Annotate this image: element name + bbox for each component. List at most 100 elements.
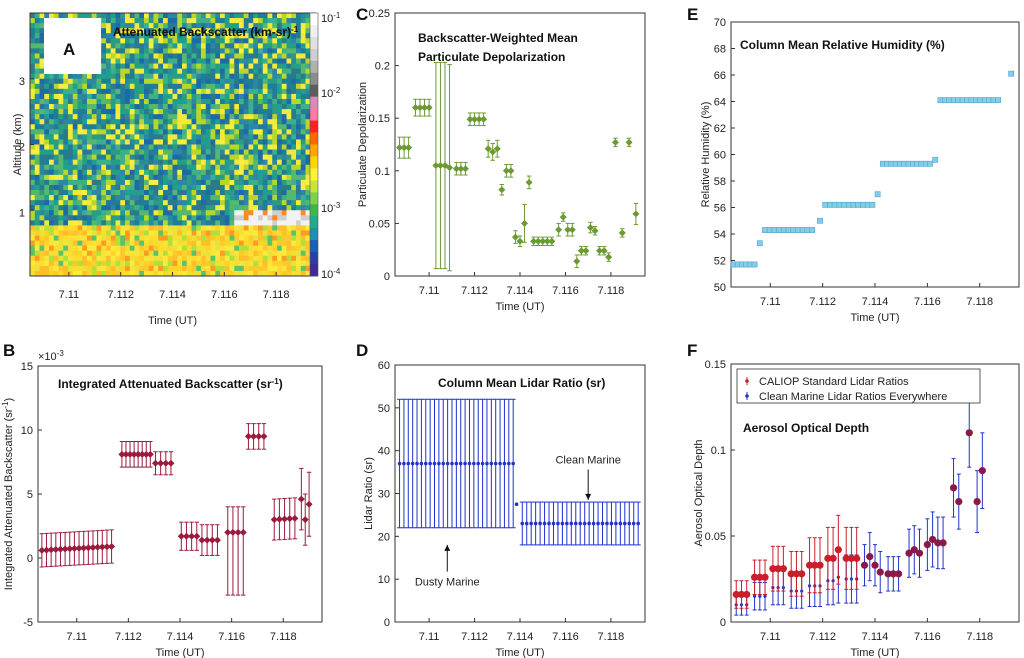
heatmap-cell bbox=[281, 144, 287, 150]
x-tick-label: 7.116 bbox=[914, 631, 941, 643]
data-point bbox=[56, 545, 64, 553]
heatmap-cell bbox=[110, 98, 116, 105]
colorbar-label: 10-3 bbox=[321, 201, 341, 216]
heatmap-cell bbox=[258, 230, 264, 236]
heatmap-cell bbox=[96, 144, 102, 150]
heatmap-cell bbox=[72, 144, 78, 150]
heatmap-cell bbox=[120, 109, 126, 115]
heatmap-cell bbox=[87, 245, 93, 252]
heatmap-cell bbox=[34, 144, 40, 150]
heatmap-cell bbox=[281, 190, 287, 196]
heatmap-cell bbox=[68, 179, 74, 186]
heatmap-cell bbox=[296, 119, 302, 125]
heatmap-cell bbox=[296, 114, 302, 120]
heatmap-cell bbox=[39, 13, 45, 19]
heatmap-cell bbox=[305, 104, 311, 110]
heatmap-cell bbox=[286, 230, 292, 236]
heatmap-cell bbox=[39, 195, 45, 201]
heatmap-cell bbox=[243, 225, 249, 231]
data-point bbox=[452, 165, 460, 173]
heatmap-cell bbox=[158, 265, 164, 272]
heatmap-cell bbox=[158, 240, 164, 247]
heatmap-cell bbox=[239, 33, 245, 39]
heatmap-cell bbox=[201, 104, 207, 110]
heatmap-cell bbox=[253, 215, 259, 221]
heatmap-cell bbox=[281, 83, 287, 90]
heatmap-cell bbox=[144, 114, 150, 120]
heatmap-cell bbox=[305, 240, 311, 247]
legend-label: Clean Marine Lidar Ratios Everywhere bbox=[759, 391, 947, 403]
heatmap-cell bbox=[68, 104, 74, 110]
heatmap-cell bbox=[163, 225, 169, 231]
heatmap-cell bbox=[201, 215, 207, 221]
heatmap-cell bbox=[110, 134, 116, 140]
heatmap-cell bbox=[272, 83, 278, 90]
heatmap-cell bbox=[210, 83, 216, 90]
heatmap-cell bbox=[148, 38, 154, 44]
x-tick-label: 7.114 bbox=[159, 289, 186, 301]
heatmap-cell bbox=[243, 104, 249, 110]
heatmap-cell bbox=[229, 68, 235, 75]
data-point bbox=[520, 521, 525, 526]
heatmap-cell bbox=[148, 48, 154, 54]
heatmap-cell bbox=[115, 43, 121, 49]
y-axis-label-part: -1 bbox=[1, 401, 10, 409]
heatmap-cell bbox=[153, 38, 159, 44]
heatmap-cell bbox=[243, 169, 249, 176]
heatmap-cell bbox=[163, 144, 169, 150]
heatmap-cell bbox=[120, 235, 126, 241]
heatmap-cell bbox=[277, 68, 283, 75]
heatmap-cell bbox=[125, 159, 131, 166]
heatmap-cell bbox=[110, 270, 116, 277]
y-tick-label: 0 bbox=[384, 617, 390, 629]
heatmap-cell bbox=[120, 250, 126, 257]
heatmap-cell bbox=[229, 38, 235, 44]
heatmap-cell bbox=[167, 104, 173, 110]
heatmap-cell bbox=[182, 149, 188, 156]
heatmap-cell bbox=[158, 270, 164, 277]
heatmap-cell bbox=[253, 220, 259, 226]
heatmap-cell bbox=[253, 159, 259, 166]
heatmap-cell bbox=[34, 265, 40, 272]
heatmap-cell bbox=[177, 245, 183, 252]
heatmap-cell bbox=[182, 144, 188, 150]
heatmap-cell bbox=[229, 225, 235, 231]
heatmap-cell bbox=[44, 83, 50, 90]
heatmap-cell bbox=[44, 124, 50, 130]
heatmap-cell bbox=[272, 174, 278, 181]
panel-title: Attenuated Backscatter (km-sr)-1 bbox=[113, 25, 299, 40]
heatmap-cell bbox=[177, 88, 183, 95]
heatmap-cell bbox=[296, 98, 302, 105]
heatmap-cell bbox=[44, 250, 50, 257]
heatmap-cell bbox=[129, 114, 135, 120]
heatmap-cell bbox=[291, 98, 297, 105]
heatmap-cell bbox=[196, 83, 202, 90]
heatmap-cell bbox=[158, 184, 164, 191]
heatmap-cell bbox=[125, 28, 131, 34]
heatmap-cell bbox=[296, 53, 302, 59]
heatmap-cell bbox=[286, 119, 292, 125]
data-point bbox=[275, 515, 283, 523]
heatmap-cell bbox=[253, 63, 259, 70]
heatmap-cell bbox=[148, 225, 154, 231]
heatmap-cell bbox=[205, 73, 211, 80]
heatmap-cell bbox=[101, 43, 107, 49]
heatmap-cell bbox=[172, 13, 178, 19]
heatmap-cell bbox=[101, 109, 107, 115]
heatmap-cell bbox=[158, 98, 164, 105]
heatmap-cell bbox=[153, 210, 159, 216]
heatmap-cell bbox=[177, 190, 183, 196]
heatmap-cell bbox=[267, 129, 273, 135]
data-point bbox=[484, 145, 492, 153]
heatmap-cell bbox=[196, 225, 202, 231]
heatmap-cell bbox=[210, 174, 216, 181]
heatmap-cell bbox=[106, 265, 112, 272]
heatmap-cell bbox=[296, 139, 302, 145]
heatmap-cell bbox=[277, 164, 283, 171]
heatmap-cell bbox=[39, 73, 45, 80]
heatmap-cell bbox=[272, 139, 278, 145]
heatmap-cell bbox=[49, 190, 55, 196]
heatmap-cell bbox=[129, 235, 135, 241]
heatmap-cell bbox=[300, 78, 306, 85]
heatmap-cell bbox=[44, 93, 50, 100]
